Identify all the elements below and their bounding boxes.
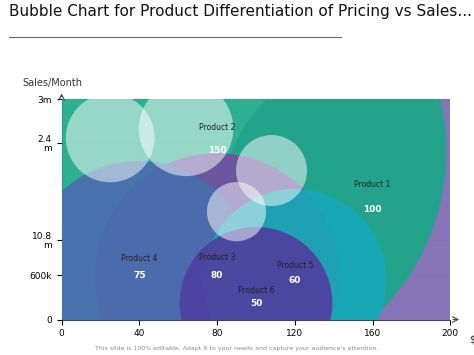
Text: Product 4: Product 4 [121, 254, 158, 263]
Text: Sales/Month: Sales/Month [23, 78, 83, 88]
Text: 150: 150 [208, 146, 227, 155]
Text: $Price: $Price [470, 335, 474, 345]
Point [213, 273, 221, 278]
Text: Product 3: Product 3 [199, 253, 236, 262]
Text: 100: 100 [363, 205, 382, 214]
Point [136, 273, 143, 278]
Point [213, 148, 221, 154]
Point [106, 135, 114, 141]
Point [182, 126, 190, 132]
Point [268, 168, 275, 173]
Text: Product 5: Product 5 [276, 261, 313, 271]
Text: 80: 80 [211, 271, 223, 280]
Text: This slide is 100% editable. Adapt it to your needs and capture your audience's : This slide is 100% editable. Adapt it to… [95, 346, 379, 351]
Point [233, 209, 240, 214]
Point [369, 207, 376, 212]
Point [330, 23, 337, 29]
Text: Product 2: Product 2 [199, 123, 235, 132]
Text: Bubble Chart for Product Differentiation of Pricing vs Sales...: Bubble Chart for Product Differentiation… [9, 4, 473, 18]
Point [291, 278, 299, 283]
Point [252, 301, 260, 306]
Text: 60: 60 [289, 276, 301, 285]
Text: Product 6: Product 6 [237, 285, 274, 295]
Text: 75: 75 [133, 271, 146, 280]
Text: Product 1: Product 1 [355, 180, 391, 189]
Text: 50: 50 [250, 299, 262, 308]
